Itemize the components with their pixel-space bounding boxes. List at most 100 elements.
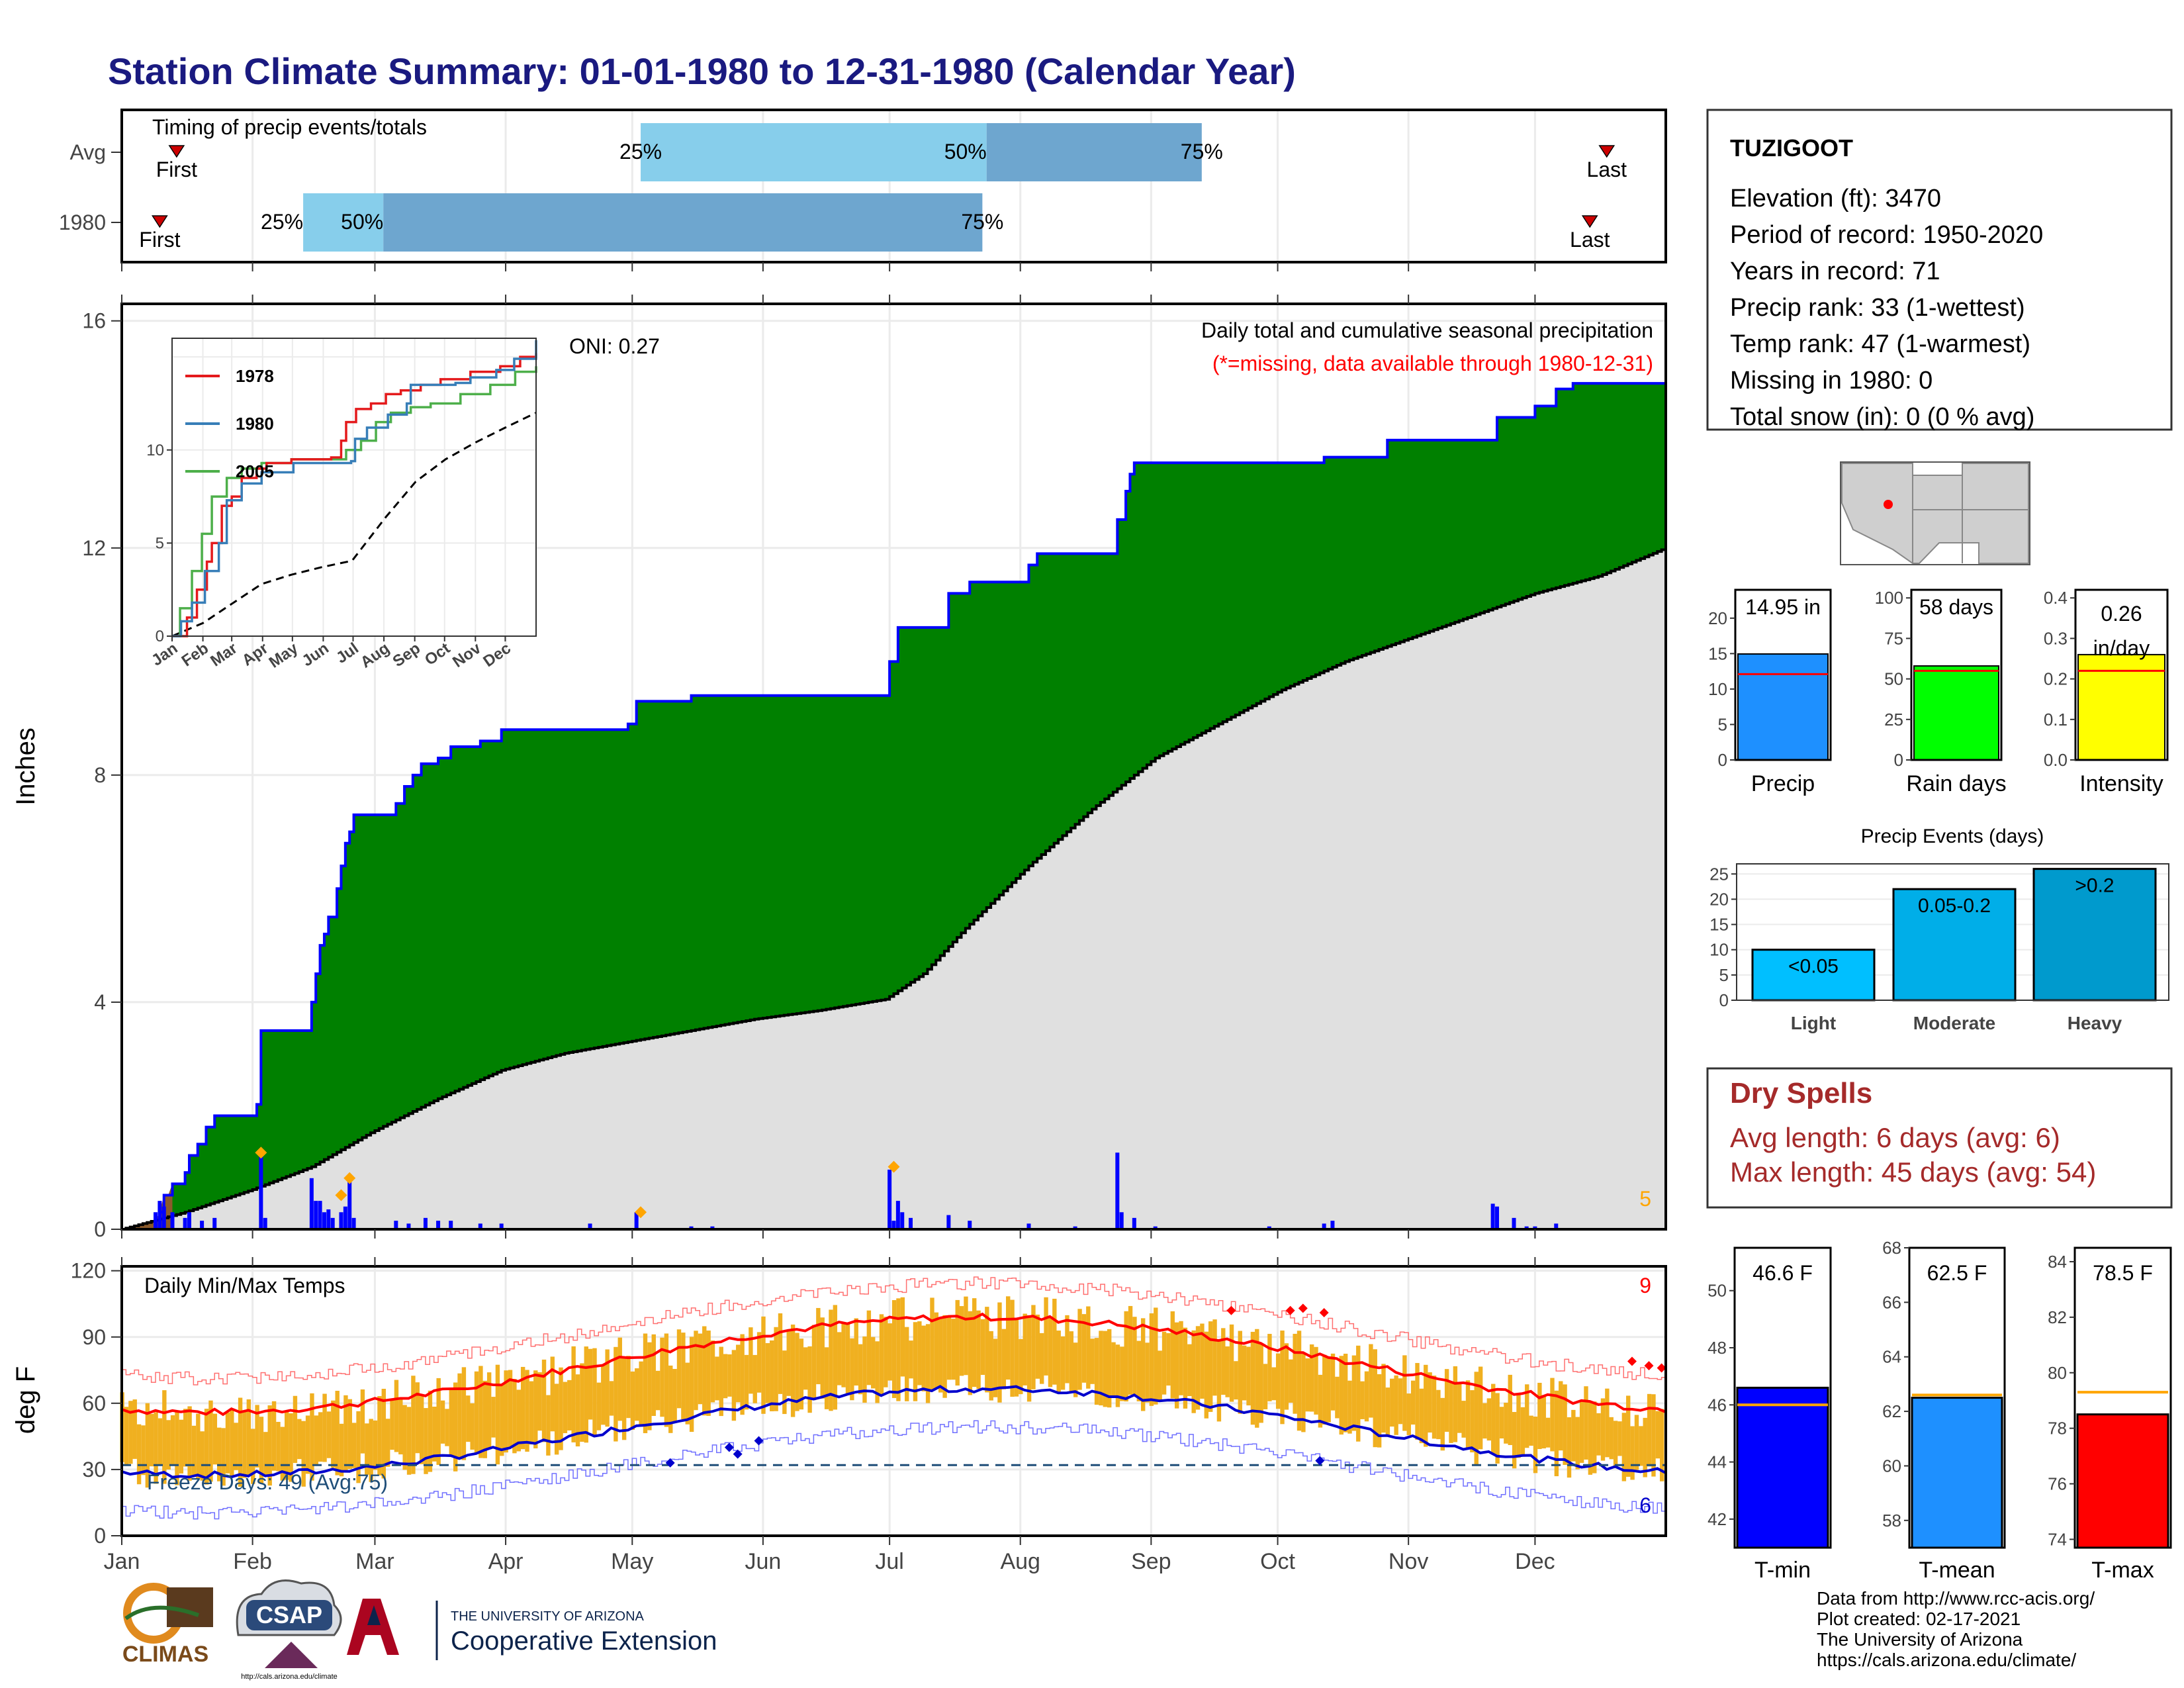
mini-bar-tick-label: 0 — [1718, 750, 1727, 770]
daily-temp-bar — [559, 1367, 563, 1450]
daily-temp-bar — [1634, 1415, 1639, 1470]
daily-temp-bar — [537, 1372, 542, 1431]
daily-temp-bar — [676, 1329, 682, 1409]
daily-temp-bar — [1107, 1329, 1112, 1408]
daily-temp-bar — [217, 1427, 222, 1481]
inset-border — [171, 338, 537, 637]
daily-temp-bar — [1567, 1417, 1572, 1478]
daily-temp-bar — [1052, 1298, 1057, 1385]
daily-temp-bar — [955, 1299, 960, 1386]
temp-bar-tick-label: 64 — [1882, 1347, 1901, 1367]
daily-temp-bar — [651, 1334, 656, 1417]
southwest-states-shape — [1841, 463, 2029, 564]
daily-temp-bar — [322, 1393, 327, 1462]
temp-bar-tick-label: 80 — [2048, 1363, 2067, 1383]
daily-temp-bar — [909, 1340, 913, 1379]
daily-temp-bar — [1318, 1374, 1323, 1428]
daily-temp-bar — [1575, 1417, 1580, 1470]
daily-temp-bar — [655, 1370, 660, 1411]
daily-temp-bar — [1453, 1366, 1458, 1442]
inset-legend-label: 1978 — [236, 366, 274, 386]
daily-temp-bar — [740, 1334, 745, 1415]
daily-temp-bar — [1394, 1375, 1398, 1435]
month-label: Feb — [233, 1549, 272, 1574]
daily-temp-bar — [824, 1347, 829, 1409]
daily-temp-bar — [310, 1393, 314, 1481]
precip-events-title: Precip Events (days) — [1861, 825, 2044, 847]
daily-temp-bar — [736, 1344, 741, 1403]
temp-bar-tick-label: 68 — [1882, 1238, 1901, 1258]
month-label: Nov — [1388, 1549, 1428, 1574]
daily-temp-bar — [1006, 1296, 1011, 1380]
dry-spells-title: Dry Spells — [1730, 1077, 1872, 1109]
daily-temp-bar — [1495, 1393, 1500, 1464]
temp-bar — [1736, 1386, 1829, 1549]
daily-temp-bar — [1086, 1306, 1091, 1389]
ua-logo-a — [347, 1599, 399, 1655]
daily-temp-bar — [541, 1359, 547, 1442]
csap-logo-mountain — [265, 1642, 318, 1668]
avg-max-temp-line — [121, 1312, 1666, 1417]
daily-temp-bar — [1035, 1314, 1040, 1379]
daily-temp-bar — [1482, 1403, 1487, 1439]
daily-temp-bar — [833, 1305, 838, 1410]
daily-temp-bar — [778, 1313, 783, 1394]
daily-temp-bar — [1154, 1307, 1158, 1405]
timing-label: Timing of precip events/totals — [152, 115, 427, 139]
daily-temp-bar — [1449, 1382, 1453, 1443]
daily-temp-bar — [1031, 1305, 1036, 1389]
mini-bar-tick-label: 0.3 — [2044, 628, 2068, 648]
timing-row-label: 1980 — [59, 211, 106, 234]
daily-temp-bar — [1402, 1355, 1407, 1431]
daily-temp-bar — [1001, 1329, 1007, 1389]
daily-temp-bar — [811, 1325, 817, 1401]
daily-temp-bar — [930, 1297, 934, 1391]
daily-temp-bar — [972, 1298, 977, 1387]
daily-temp-bar — [1369, 1344, 1373, 1418]
daily-temp-bar — [900, 1297, 905, 1377]
daily-temp-bar — [567, 1380, 572, 1430]
daily-temp-bar — [212, 1413, 218, 1465]
mini-bar — [1737, 653, 1829, 761]
daily-temp-bar — [373, 1420, 378, 1470]
daily-temp-bar — [795, 1333, 799, 1411]
daily-temp-bar — [520, 1366, 525, 1450]
daily-temp-bar — [1280, 1331, 1285, 1425]
daily-precip-bar — [1132, 1217, 1136, 1229]
daily-temp-bar — [1115, 1344, 1120, 1407]
daily-temp-bar — [1360, 1381, 1365, 1419]
station-info-line: Precip rank: 33 (1-wettest) — [1730, 294, 2025, 322]
daily-temp-bar — [871, 1336, 876, 1389]
daily-temp-bar — [993, 1338, 998, 1397]
station-location-dot — [1884, 500, 1893, 509]
daily-precip-bar — [212, 1217, 217, 1229]
temp-y-tick-label: 30 — [82, 1458, 106, 1481]
daily-precip-bar — [158, 1201, 162, 1229]
daily-temp-bar — [913, 1322, 918, 1401]
daily-temp-bar — [989, 1331, 993, 1401]
station-name: TUZIGOOT — [1730, 134, 1853, 162]
daily-temp-bar — [1191, 1330, 1196, 1413]
inset-y-tick-label: 5 — [156, 534, 164, 552]
event-category-label: Heavy — [2068, 1013, 2122, 1033]
daily-temp-bar — [1149, 1313, 1154, 1406]
daily-precip-bar — [1153, 1226, 1158, 1229]
daily-precip-bar — [309, 1178, 314, 1229]
daily-temp-bar — [980, 1319, 985, 1375]
timing-25-label: 25% — [619, 140, 662, 164]
event-bar-label: <0.05 — [1788, 956, 1839, 978]
daily-temp-bar — [271, 1401, 277, 1471]
record-count-label: 5 — [1639, 1187, 1651, 1211]
daily-temp-bar — [529, 1381, 534, 1445]
daily-precip-bar — [1533, 1226, 1537, 1229]
daily-precip-bar — [1119, 1212, 1124, 1229]
daily-temp-bar — [1305, 1358, 1310, 1412]
timing-75-label: 75% — [1181, 140, 1223, 164]
daily-temp-bar — [1216, 1339, 1222, 1422]
daily-temp-bar — [398, 1399, 403, 1455]
daily-temp-bar — [1238, 1331, 1242, 1414]
ua-logo-top-text: THE UNIVERSITY OF ARIZONA — [451, 1609, 645, 1624]
daily-temp-bar — [305, 1415, 310, 1474]
daily-temp-bar — [1326, 1358, 1331, 1423]
daily-precip-bar — [710, 1226, 715, 1229]
